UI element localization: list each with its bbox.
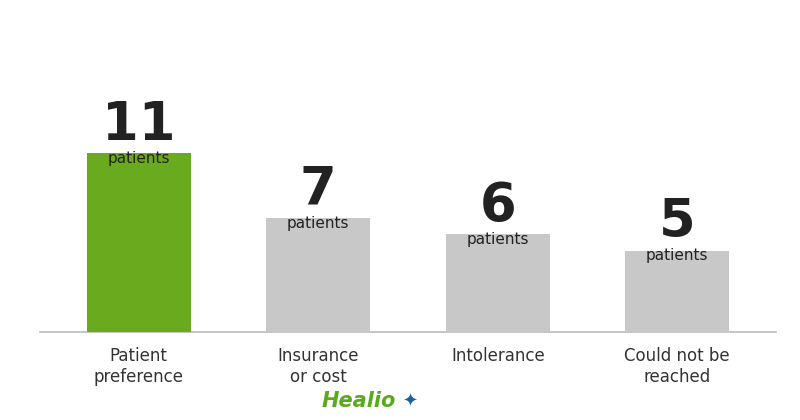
Bar — [446, 234, 550, 332]
Text: 7: 7 — [300, 164, 337, 215]
Text: 6: 6 — [479, 180, 516, 232]
Text: patients: patients — [646, 248, 709, 263]
Text: Could not be
reached: Could not be reached — [625, 347, 730, 386]
Text: Patient
preference: Patient preference — [94, 347, 184, 386]
Text: patients: patients — [287, 215, 350, 231]
Text: switching to an infliximab biosimilar:: switching to an infliximab biosimilar: — [176, 82, 624, 102]
Text: ✦: ✦ — [402, 392, 418, 410]
Text: 5: 5 — [659, 196, 695, 248]
Bar — [86, 153, 190, 332]
Text: Patient-reported reasons for not successfully: Patient-reported reasons for not success… — [125, 36, 675, 56]
Bar — [266, 218, 370, 332]
Text: Insurance
or cost: Insurance or cost — [278, 347, 359, 386]
Text: patients: patients — [466, 232, 529, 247]
Text: Healio: Healio — [322, 391, 396, 411]
Text: 11: 11 — [102, 99, 175, 151]
Bar — [626, 251, 730, 332]
Text: patients: patients — [107, 151, 170, 165]
Text: Intolerance: Intolerance — [451, 347, 545, 365]
